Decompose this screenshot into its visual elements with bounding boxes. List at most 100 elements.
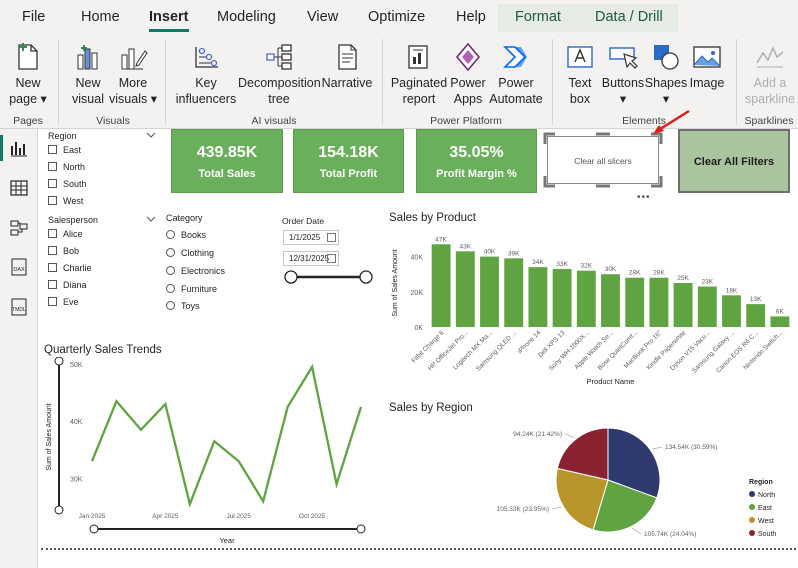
legend-label: East (758, 505, 772, 512)
dax-query-icon[interactable]: DAX (9, 257, 29, 277)
more-options-icon[interactable]: ••• (637, 192, 651, 203)
calendar-icon[interactable] (327, 233, 336, 242)
paginated-report-button[interactable]: Paginated report (388, 41, 450, 107)
salesperson-option-diana[interactable]: Diana (48, 279, 87, 292)
calendar-icon[interactable] (327, 254, 336, 263)
region-option-label: West (63, 196, 84, 206)
x-tick-label: Samsung Galaxy ... (691, 329, 736, 374)
pie-slice (555, 467, 609, 531)
narrative-button[interactable]: Narrative (320, 41, 374, 92)
report-view-icon[interactable] (9, 138, 29, 158)
new-page-icon (18, 43, 38, 70)
salesperson-option-bob[interactable]: Bob (48, 245, 79, 258)
shapes-icon (654, 45, 679, 70)
text-box-button[interactable]: Text box (560, 41, 600, 107)
key-influencers-label-1: Key (195, 76, 217, 90)
image-label: Image (689, 76, 725, 90)
menu-format[interactable]: Format (515, 9, 561, 25)
menu-optimize[interactable]: Optimize (368, 9, 426, 25)
bar (601, 274, 620, 327)
group-separator (382, 39, 383, 125)
table-view-icon[interactable] (9, 178, 29, 198)
tmdl-view-icon[interactable]: TMDL (9, 297, 29, 317)
buttons-label-2: ▾ (619, 91, 627, 106)
bar (431, 244, 451, 327)
group-separator (552, 39, 553, 125)
y-slider-handle (54, 357, 64, 366)
key-influencers-icon (195, 47, 218, 68)
data-label: 30K (605, 266, 617, 273)
region-option-north[interactable]: North (48, 161, 85, 174)
salesperson-option-eve[interactable]: Eve (48, 296, 79, 309)
model-view-icon[interactable] (9, 218, 29, 238)
kpi-card-profit-margin: 35.05% Profit Margin % (416, 129, 537, 193)
end-date-input[interactable]: 12/31/2025 (283, 251, 339, 266)
category-option-electronics[interactable]: Electronics (166, 265, 225, 278)
add-sparkline-button[interactable]: Add a sparkline (742, 41, 798, 107)
group-label-visuals: Visuals (96, 115, 130, 127)
category-option-toys[interactable]: Toys (166, 300, 200, 313)
kpi-value: 154.18K (318, 144, 379, 161)
key-influencers-button[interactable]: Key influencers (173, 41, 239, 107)
category-option-label: Books (181, 230, 207, 240)
dax-label: DAX (13, 267, 25, 273)
data-label: 94.24K (21.42%) (513, 431, 562, 438)
category-option-books[interactable]: Books (166, 229, 206, 242)
chevron-down-icon[interactable] (146, 215, 156, 223)
chevron-down-icon[interactable] (146, 131, 156, 139)
new-visual-button[interactable]: New visual (66, 41, 110, 107)
menu-modeling[interactable]: Modeling (217, 9, 276, 25)
sparkline-icon (756, 46, 784, 68)
date-range-slider[interactable] (283, 269, 375, 285)
slider-end-handle[interactable] (359, 270, 373, 284)
more-visuals-button[interactable]: More visuals ▾ (108, 41, 158, 107)
region-option-east[interactable]: East (48, 144, 81, 157)
sales-by-region-chart[interactable]: 134.54K (30.59%) 105.74K (24.04%) 105.33K … (384, 414, 796, 544)
salesperson-option-charlie[interactable]: Charlie (48, 262, 92, 275)
category-option-clothing[interactable]: Clothing (166, 247, 214, 260)
shapes-button[interactable]: Shapes ▾ (644, 41, 688, 107)
menu-help[interactable]: Help (456, 9, 486, 25)
new-visual-label-1: New (75, 76, 101, 90)
menu-data-drill[interactable]: Data / Drill (595, 9, 663, 25)
slider-start-handle[interactable] (284, 270, 298, 284)
salesperson-option-alice[interactable]: Alice (48, 228, 83, 241)
clear-all-filters-button[interactable]: Clear All Filters (678, 129, 790, 193)
report-canvas: Region East North South West Salesperson… (39, 109, 798, 568)
power-apps-label-1: Power (450, 76, 486, 90)
decomposition-tree-button[interactable]: Decomposition tree (238, 41, 321, 107)
category-option-furniture[interactable]: Furniture (166, 283, 217, 296)
more-visuals-label-2: visuals ▾ (109, 91, 157, 106)
new-page-button[interactable]: New page ▾ (6, 41, 50, 107)
shapes-label-2: ▾ (662, 91, 670, 106)
data-label: 18K (726, 287, 738, 294)
power-apps-button[interactable]: Power Apps (448, 41, 488, 107)
pie-chart-title: Sales by Region (389, 402, 473, 414)
clear-all-slicers-button[interactable]: Clear all slicers (547, 136, 659, 184)
bar (673, 283, 693, 327)
bar (746, 304, 766, 327)
buttons-button[interactable]: Buttons ▾ (600, 41, 646, 107)
new-page-label-1: New (15, 76, 41, 90)
data-label: 13K (750, 296, 762, 303)
image-button[interactable]: Image (686, 41, 728, 92)
menu-insert[interactable]: Insert (149, 0, 189, 35)
menu-file[interactable]: File (22, 9, 46, 25)
region-option-west[interactable]: West (48, 195, 83, 208)
data-label: 105.74K (24.04%) (644, 531, 696, 538)
add-sparkline-label-1: Add a (753, 76, 787, 90)
new-page-label-2: page ▾ (9, 91, 47, 106)
start-date-input[interactable]: 1/1/2025 (283, 230, 339, 245)
region-option-label: North (63, 162, 86, 172)
power-automate-button[interactable]: Power Automate (488, 41, 544, 107)
region-option-south[interactable]: South (48, 178, 87, 191)
new-visual-label-2: visual (72, 91, 104, 106)
power-automate-icon (503, 46, 527, 68)
menu-home[interactable]: Home (81, 9, 120, 25)
menu-view[interactable]: View (307, 9, 339, 25)
quarterly-sales-chart[interactable]: 30K 40K 50K Sum of Sales Amount Jan 2025 Apr … (39, 357, 379, 547)
checkbox-icon (48, 196, 57, 205)
salesperson-option-label: Eve (63, 297, 79, 307)
pie-slice (592, 479, 658, 533)
